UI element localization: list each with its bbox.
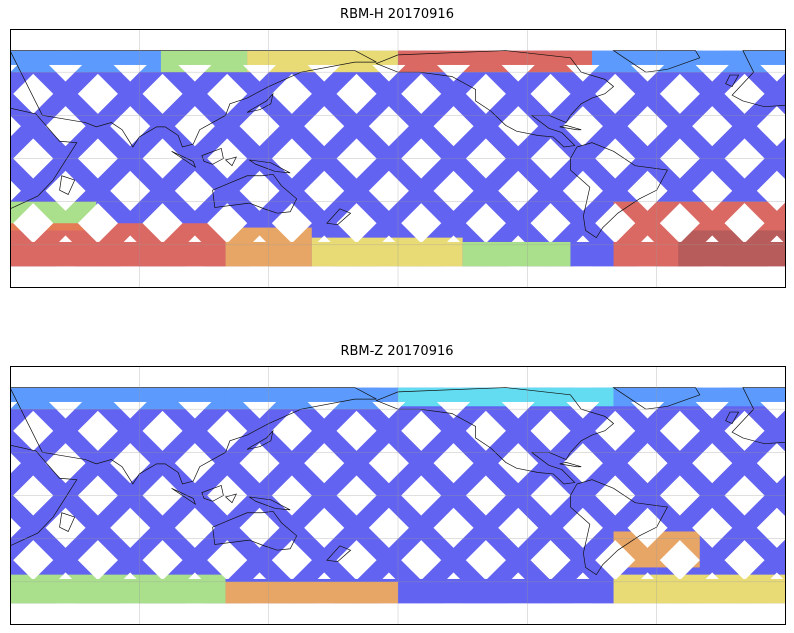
coastline <box>731 387 786 445</box>
swath-value-band <box>613 574 786 604</box>
swath-value-band <box>398 387 614 407</box>
coastline <box>201 147 224 165</box>
coastline <box>246 92 274 113</box>
coastline <box>612 50 701 73</box>
swath-value-band <box>462 241 571 267</box>
coastline <box>326 208 352 226</box>
coastline <box>212 173 298 214</box>
map-panel-rbm-h <box>10 29 786 288</box>
coastline <box>612 387 701 410</box>
swath-value-band <box>247 50 398 73</box>
coastline <box>212 510 298 551</box>
coastline <box>725 74 740 88</box>
swath-value-band <box>678 230 786 267</box>
coastline <box>59 512 76 532</box>
panel-title-rbm-z: RBM-Z 20170916 <box>340 344 454 359</box>
coastline <box>375 50 615 148</box>
coastline <box>731 50 786 108</box>
coastline <box>201 484 224 502</box>
coastline <box>10 387 377 485</box>
coastline <box>559 125 582 131</box>
coastline <box>375 387 615 485</box>
coastline <box>249 159 291 174</box>
coastline <box>10 50 377 148</box>
coastline <box>246 429 274 450</box>
map-frame <box>10 366 786 625</box>
coastline <box>171 150 197 169</box>
coastline <box>725 411 740 425</box>
coastline <box>249 496 291 511</box>
swath-value-band <box>311 237 463 267</box>
coastline <box>59 175 76 195</box>
coastline <box>10 444 78 547</box>
swath-value-band <box>10 574 226 604</box>
map-panel-rbm-z <box>10 366 786 625</box>
panel-title-rbm-h: RBM-H 20170916 <box>340 7 454 22</box>
map-frame <box>10 29 786 288</box>
coastline <box>10 107 78 210</box>
coastline <box>326 545 352 563</box>
swath-value-band <box>225 581 398 604</box>
coastline <box>559 462 582 468</box>
coastline <box>171 487 197 506</box>
